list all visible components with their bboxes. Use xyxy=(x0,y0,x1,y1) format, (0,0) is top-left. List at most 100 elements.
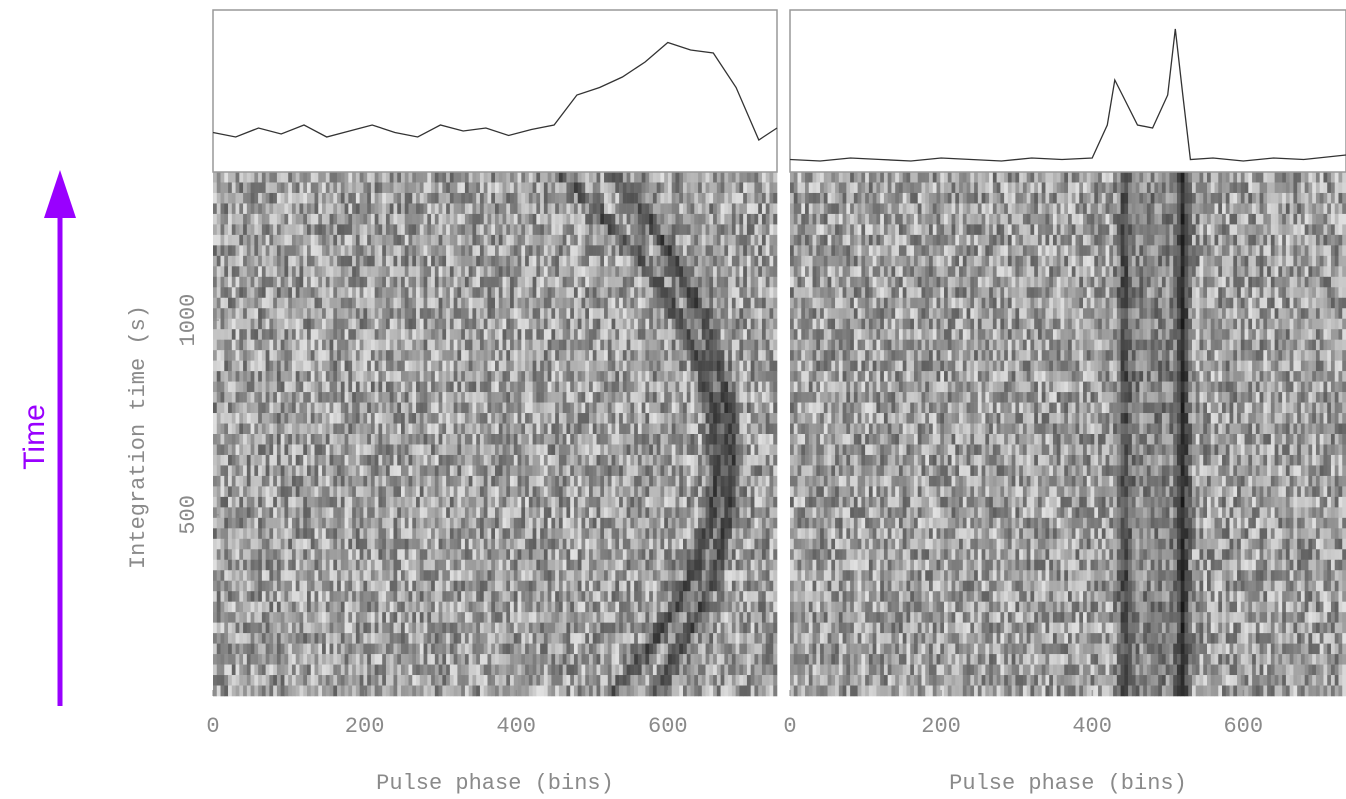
image-cell xyxy=(261,308,266,320)
image-cell xyxy=(547,454,552,466)
image-cell xyxy=(288,392,293,403)
image-cell xyxy=(446,339,451,351)
image-cell xyxy=(307,255,312,267)
image-cell xyxy=(269,245,274,257)
image-cell xyxy=(235,266,240,278)
image-cell xyxy=(325,381,330,393)
image-cell xyxy=(543,297,548,309)
image-cell xyxy=(438,507,443,519)
image-cell xyxy=(604,465,609,477)
image-cell xyxy=(333,297,338,309)
image-cell xyxy=(310,371,315,382)
image-cell xyxy=(634,507,639,519)
image-cell xyxy=(694,423,699,435)
image-cell xyxy=(589,413,594,424)
image-cell xyxy=(513,371,518,382)
image-cell xyxy=(438,339,443,351)
image-cell xyxy=(483,182,488,194)
image-cell xyxy=(216,507,221,519)
image-cell xyxy=(314,234,319,246)
image-cell xyxy=(329,475,334,487)
image-cell xyxy=(434,360,439,372)
image-cell xyxy=(442,434,447,445)
image-cell xyxy=(592,454,597,466)
image-cell xyxy=(765,402,770,414)
image-cell xyxy=(404,371,409,382)
image-cell xyxy=(461,360,466,372)
image-cell xyxy=(600,392,605,403)
image-cell xyxy=(573,339,579,351)
image-cell xyxy=(442,444,447,456)
image-cell xyxy=(547,213,552,225)
image-cell xyxy=(487,423,492,435)
image-cell xyxy=(412,266,417,278)
image-cell xyxy=(517,507,522,519)
image-cell xyxy=(690,423,695,435)
image-cell xyxy=(660,329,665,340)
image-cell xyxy=(705,182,710,194)
image-cell xyxy=(288,475,293,487)
image-cell xyxy=(679,276,684,288)
image-cell xyxy=(295,276,300,288)
image-cell xyxy=(280,444,285,456)
image-cell xyxy=(246,213,251,225)
image-cell xyxy=(720,454,725,466)
image-cell xyxy=(615,245,620,257)
image-cell xyxy=(461,287,466,299)
image-cell xyxy=(536,339,541,351)
image-cell xyxy=(479,182,485,194)
image-cell xyxy=(228,224,233,236)
image-cell xyxy=(536,318,541,330)
image-cell xyxy=(291,297,297,309)
image-cell xyxy=(231,392,236,403)
image-cell xyxy=(243,423,248,435)
image-cell xyxy=(235,360,240,372)
image-cell xyxy=(596,213,601,225)
image-cell xyxy=(310,318,315,330)
image-cell xyxy=(280,234,285,246)
image-cell xyxy=(543,287,548,299)
image-cell xyxy=(355,350,360,361)
image-cell xyxy=(235,517,240,529)
image-cell xyxy=(604,486,609,498)
image-cell xyxy=(641,308,646,320)
image-cell xyxy=(645,318,650,330)
image-cell xyxy=(619,413,624,424)
image-cell xyxy=(656,308,661,320)
image-cell xyxy=(498,224,503,236)
image-cell xyxy=(449,192,454,204)
image-cell xyxy=(224,203,229,215)
image-cell xyxy=(427,329,432,340)
image-cell xyxy=(517,475,522,487)
image-cell xyxy=(491,454,496,466)
image-cell xyxy=(216,465,221,477)
image-cell xyxy=(491,360,496,372)
image-cell xyxy=(735,434,740,445)
image-cell xyxy=(536,203,541,215)
image-cell xyxy=(291,234,297,246)
image-cell xyxy=(637,350,642,361)
image-cell xyxy=(573,371,579,382)
image-cell xyxy=(626,371,631,382)
image-cell xyxy=(265,234,270,246)
image-cell xyxy=(667,423,673,435)
image-cell xyxy=(382,182,387,194)
image-cell xyxy=(720,297,725,309)
image-cell xyxy=(521,276,526,288)
image-cell xyxy=(769,360,774,372)
image-cell xyxy=(573,402,579,414)
image-cell xyxy=(686,434,691,445)
image-cell xyxy=(645,192,650,204)
image-cell xyxy=(743,276,748,288)
image-cell xyxy=(585,486,590,498)
image-cell xyxy=(705,454,710,466)
image-cell xyxy=(382,192,387,204)
image-cell xyxy=(626,381,631,393)
image-cell xyxy=(555,297,560,309)
image-cell xyxy=(641,371,646,382)
image-cell xyxy=(378,475,383,487)
image-cell xyxy=(385,234,391,246)
image-cell xyxy=(581,444,586,456)
image-cell xyxy=(532,465,537,477)
image-cell xyxy=(641,192,646,204)
